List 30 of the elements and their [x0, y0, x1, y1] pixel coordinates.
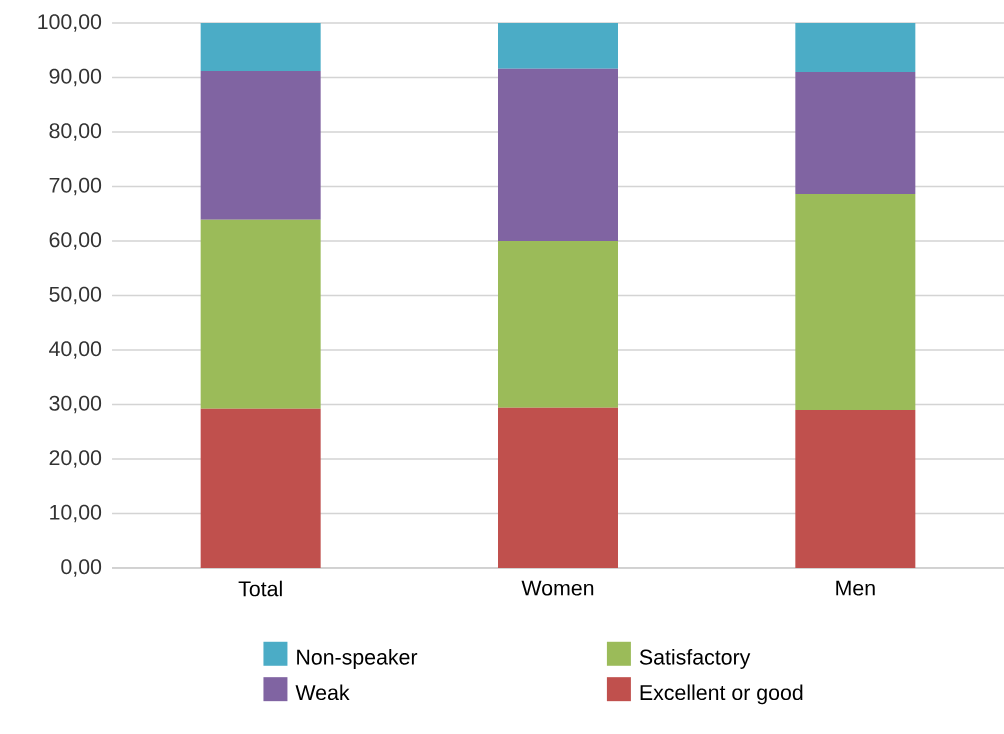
y-tick-label: 90,00 [49, 68, 102, 87]
bar [200, 70, 321, 220]
bar [498, 68, 618, 241]
bar [200, 219, 321, 409]
bar [795, 72, 916, 195]
y-tick-label: 10,00 [50, 504, 102, 523]
y-tick-label: 40,00 [49, 341, 102, 359]
legend-label: Weak [295, 684, 350, 701]
legend-label: Satisfactory [639, 649, 751, 669]
y-tick-label: 20,00 [49, 450, 102, 468]
bar [498, 407, 618, 568]
y-tick-label: 70,00 [49, 177, 102, 196]
y-tick-label: 0,00 [61, 559, 102, 577]
y-tick-label: 80,00 [49, 123, 102, 141]
legend-label: Excellent or good [640, 684, 803, 705]
bar [795, 409, 916, 568]
bar [795, 22, 916, 73]
bar [200, 22, 321, 71]
x-tick-label: Women [521, 580, 594, 596]
bar [498, 22, 618, 69]
y-tick-label: 50,00 [49, 286, 102, 305]
x-tick-label: Men [836, 580, 875, 596]
x-tick-label: Total [238, 580, 282, 597]
bar [498, 240, 618, 408]
bar [200, 408, 321, 568]
bar [795, 194, 916, 410]
legend-label: Non-speaker [297, 649, 418, 669]
y-tick-label: 100,00 [38, 14, 102, 32]
y-tick-label: 30,00 [49, 395, 102, 414]
y-tick-label: 60,00 [49, 232, 102, 250]
